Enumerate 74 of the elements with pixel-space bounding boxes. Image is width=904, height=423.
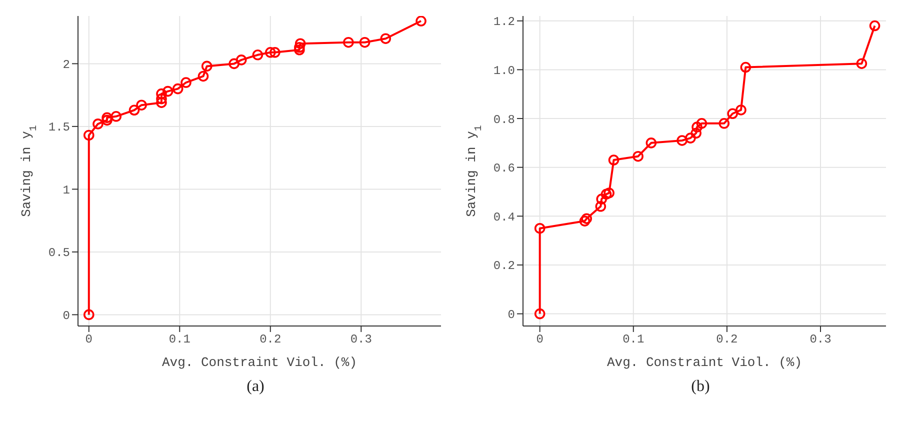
point (264, 46, 276, 58)
point (102, 112, 112, 124)
point (604, 188, 614, 198)
y-tick-label: 0 (508, 308, 515, 322)
point (294, 42, 305, 53)
point (595, 200, 606, 212)
point (83, 309, 94, 320)
x-tick-label: 0.3 (810, 332, 832, 347)
point (869, 20, 880, 32)
point (294, 38, 306, 50)
point (579, 216, 590, 226)
point (180, 77, 192, 88)
y-tick-label: 0.5 (48, 246, 70, 260)
point (534, 308, 546, 320)
point (270, 46, 280, 58)
point (156, 88, 167, 100)
point (380, 33, 392, 44)
point (692, 122, 702, 132)
y-tick-label: 1.2 (493, 15, 515, 30)
point (156, 97, 167, 108)
point (856, 58, 868, 69)
x-tick-label: 0.2 (716, 332, 738, 347)
point (534, 222, 546, 234)
y-tick-label: 0 (62, 308, 70, 323)
point (294, 44, 305, 56)
x-axis-title: Avg. Constraint Viol. (%) (606, 355, 802, 370)
point (136, 100, 147, 111)
point (581, 213, 592, 224)
point (128, 104, 140, 116)
x-tick-label: 0.1 (168, 332, 190, 347)
point (416, 16, 426, 26)
text: (b) (690, 378, 711, 396)
y-tick-label: 1.5 (48, 120, 70, 135)
point (201, 60, 212, 72)
x-tick-label: 0 (85, 332, 92, 347)
point (736, 104, 746, 116)
point (676, 135, 688, 146)
point (343, 36, 354, 48)
point (162, 86, 174, 97)
x-axis-title: Avg. Constraint Viol. (%) (162, 355, 358, 370)
x-tick-label: 0.1 (622, 332, 644, 347)
point (718, 118, 730, 129)
y-tick-label: 0.4 (493, 210, 515, 224)
point (236, 54, 247, 66)
text: (a) (246, 378, 266, 396)
point (727, 108, 738, 120)
x-tick-label: 0 (536, 332, 544, 347)
point (608, 154, 620, 166)
point (83, 130, 94, 141)
point (252, 50, 264, 60)
point (156, 93, 167, 104)
y-tick-label: 0.2 (493, 259, 515, 274)
x-tick-label: 0.3 (350, 332, 372, 347)
point (740, 62, 752, 73)
y-tick-label: 0.6 (493, 162, 515, 176)
point (172, 83, 184, 94)
point (646, 138, 657, 148)
point (198, 70, 209, 82)
point (110, 111, 122, 122)
point (228, 58, 240, 70)
y-tick-label: 2 (62, 58, 70, 72)
point (596, 194, 607, 204)
point (685, 132, 696, 144)
y-tick-label: 1.0 (493, 64, 515, 78)
y-tick-label: 1 (62, 183, 70, 198)
point (359, 36, 370, 48)
point (92, 118, 104, 130)
x-tick-label: 0.2 (260, 332, 282, 347)
point (690, 128, 702, 139)
y-tick-label: 0.8 (493, 112, 515, 127)
point (696, 118, 708, 129)
point (632, 150, 644, 162)
point (600, 188, 612, 200)
point (102, 114, 112, 126)
